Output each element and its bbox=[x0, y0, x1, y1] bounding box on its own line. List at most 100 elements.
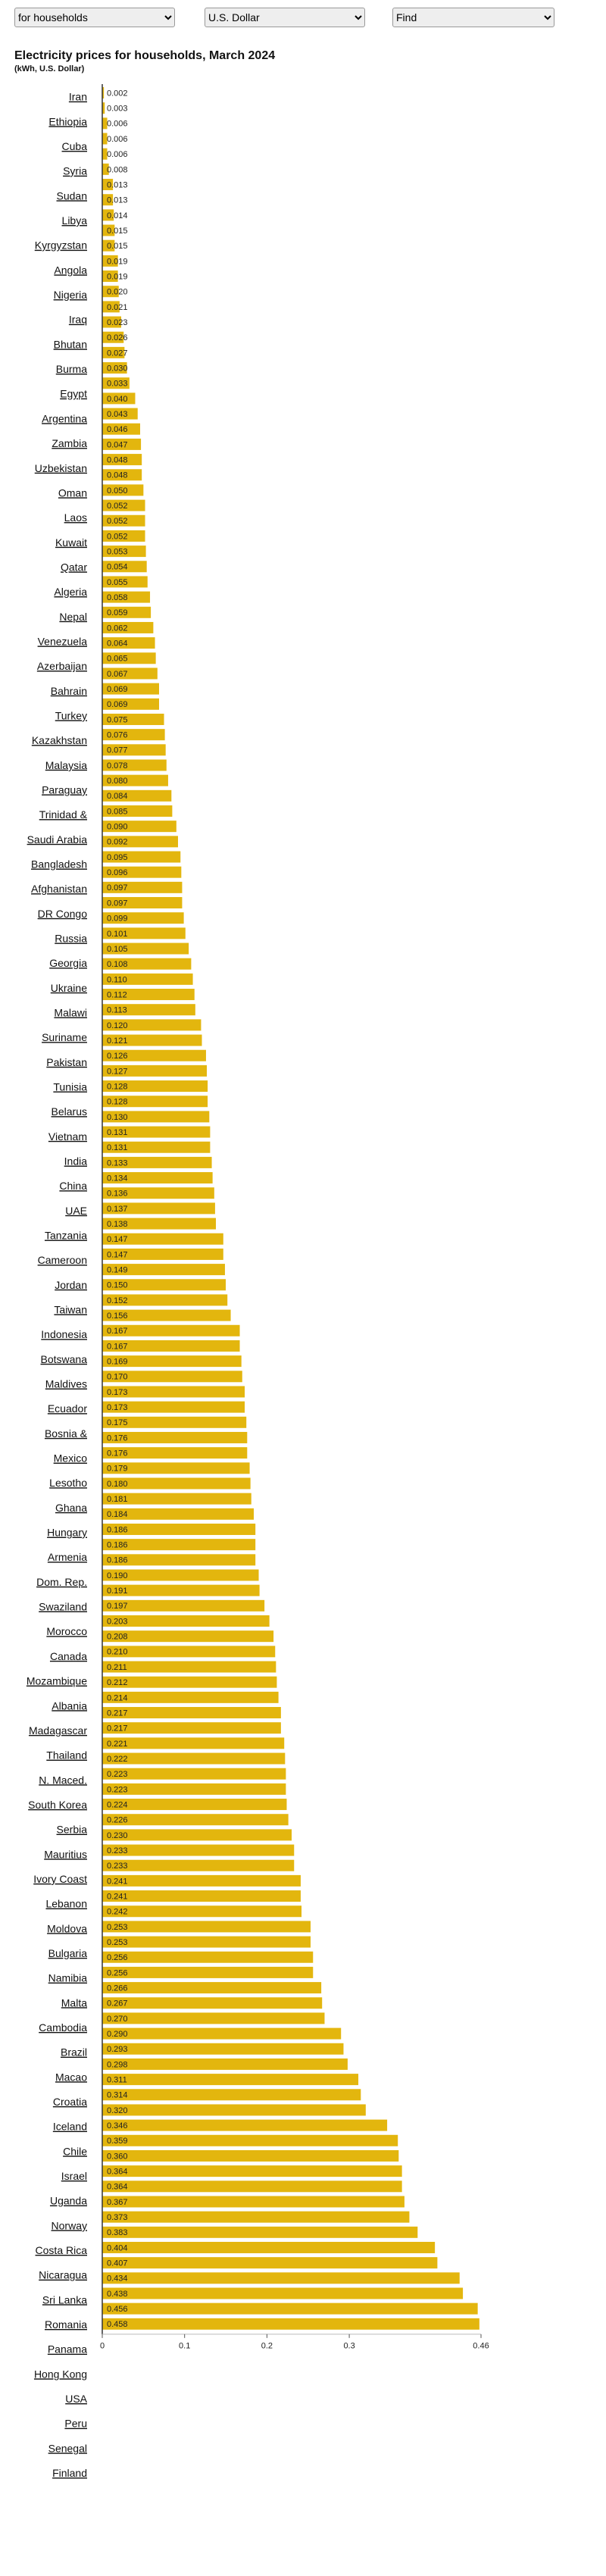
country-link[interactable]: Qatar bbox=[61, 561, 87, 573]
country-link[interactable]: Taiwan bbox=[54, 1304, 87, 1316]
find-select[interactable]: Find bbox=[392, 8, 554, 27]
country-link[interactable]: Lesotho bbox=[49, 1477, 87, 1489]
country-link[interactable]: Algeria bbox=[54, 586, 87, 598]
country-link[interactable]: Azerbaijan bbox=[37, 660, 87, 672]
country-link[interactable]: Syria bbox=[63, 165, 87, 177]
country-link[interactable]: N. Maced. bbox=[39, 1774, 87, 1786]
country-link[interactable]: Kuwait bbox=[55, 536, 87, 549]
country-link[interactable]: Uzbekistan bbox=[35, 462, 87, 474]
country-link[interactable]: UAE bbox=[65, 1205, 87, 1217]
country-link[interactable]: Zambia bbox=[52, 437, 87, 449]
country-link[interactable]: Norway bbox=[52, 2219, 87, 2231]
country-link[interactable]: Iraq bbox=[69, 314, 87, 326]
country-link[interactable]: Senegal bbox=[48, 2442, 87, 2454]
country-link[interactable]: Cuba bbox=[62, 140, 88, 152]
country-link[interactable]: Morocco bbox=[46, 1625, 87, 1637]
country-link[interactable]: Malta bbox=[61, 1996, 87, 2009]
country-link[interactable]: Macao bbox=[55, 2071, 87, 2083]
country-link[interactable]: Armenia bbox=[48, 1551, 87, 1563]
country-link[interactable]: Pakistan bbox=[46, 1056, 87, 1068]
country-link[interactable]: Iceland bbox=[53, 2121, 87, 2133]
country-link[interactable]: Brazil bbox=[61, 2046, 87, 2059]
country-link[interactable]: Dom. Rep. bbox=[36, 1576, 87, 1588]
country-link[interactable]: Ecuador bbox=[48, 1402, 87, 1415]
country-link[interactable]: Malawi bbox=[54, 1006, 87, 1018]
country-link[interactable]: Argentina bbox=[42, 412, 87, 424]
country-link[interactable]: Cameroon bbox=[38, 1254, 87, 1266]
country-link[interactable]: Ghana bbox=[55, 1502, 87, 1514]
country-link[interactable]: South Korea bbox=[28, 1799, 87, 1811]
country-link[interactable]: Israel bbox=[61, 2170, 87, 2182]
country-link[interactable]: Burma bbox=[56, 363, 87, 375]
country-link[interactable]: Bhutan bbox=[54, 338, 87, 350]
country-link[interactable]: Chile bbox=[63, 2145, 87, 2157]
country-link[interactable]: Bosnia & bbox=[45, 1427, 88, 1440]
country-link[interactable]: Sri Lanka bbox=[42, 2293, 87, 2306]
country-link[interactable]: Hungary bbox=[47, 1527, 87, 1539]
country-link[interactable]: Tanzania bbox=[45, 1230, 87, 1242]
country-link[interactable]: Peru bbox=[64, 2418, 87, 2430]
country-link[interactable]: Costa Rica bbox=[36, 2244, 88, 2256]
country-link[interactable]: Nepal bbox=[59, 611, 87, 623]
country-link[interactable]: Swaziland bbox=[39, 1601, 87, 1613]
country-link[interactable]: Finland bbox=[52, 2467, 87, 2479]
country-link[interactable]: Belarus bbox=[52, 1105, 87, 1118]
country-link[interactable]: Angola bbox=[54, 264, 87, 276]
country-link[interactable]: Mauritius bbox=[44, 1848, 87, 1860]
country-link[interactable]: Oman bbox=[58, 486, 87, 499]
country-link[interactable]: Saudi Arabia bbox=[27, 833, 88, 846]
country-link[interactable]: Malaysia bbox=[45, 759, 87, 771]
country-link[interactable]: Russia bbox=[55, 932, 87, 944]
country-link[interactable]: Lebanon bbox=[45, 1898, 87, 1910]
country-link[interactable]: Namibia bbox=[48, 1972, 88, 1984]
country-link[interactable]: Panama bbox=[48, 2343, 87, 2356]
country-link[interactable]: India bbox=[64, 1155, 88, 1168]
country-link[interactable]: Kyrgyzstan bbox=[35, 239, 87, 252]
country-link[interactable]: Maldives bbox=[45, 1378, 87, 1390]
country-link[interactable]: Romania bbox=[45, 2318, 87, 2331]
country-link[interactable]: Croatia bbox=[53, 2096, 87, 2108]
country-link[interactable]: DR Congo bbox=[38, 908, 88, 920]
country-link[interactable]: Ukraine bbox=[51, 982, 87, 994]
country-link[interactable]: Hong Kong bbox=[34, 2368, 87, 2380]
country-link[interactable]: Serbia bbox=[57, 1824, 88, 1836]
country-link[interactable]: Ethiopia bbox=[48, 115, 87, 127]
country-link[interactable]: Canada bbox=[50, 1650, 87, 1662]
country-link[interactable]: Ivory Coast bbox=[33, 1873, 87, 1885]
country-link[interactable]: Trinidad & bbox=[39, 808, 88, 821]
country-link[interactable]: Turkey bbox=[55, 709, 87, 721]
country-link[interactable]: Thailand bbox=[46, 1749, 87, 1762]
currency-select[interactable]: U.S. Dollar bbox=[205, 8, 365, 27]
country-link[interactable]: Egypt bbox=[60, 388, 87, 400]
country-link[interactable]: Bangladesh bbox=[31, 858, 87, 870]
country-link[interactable]: Laos bbox=[64, 511, 87, 524]
country-link[interactable]: Suriname bbox=[42, 1031, 87, 1043]
country-link[interactable]: Georgia bbox=[49, 957, 87, 969]
country-link[interactable]: Nigeria bbox=[54, 289, 88, 301]
country-link[interactable]: Cambodia bbox=[39, 2021, 87, 2034]
country-link[interactable]: Bahrain bbox=[51, 685, 87, 697]
country-link[interactable]: Iran bbox=[69, 91, 87, 103]
country-link[interactable]: Mozambique bbox=[27, 1675, 87, 1687]
country-link[interactable]: Afghanistan bbox=[31, 883, 87, 895]
country-link[interactable]: Tunisia bbox=[53, 1081, 87, 1093]
country-link[interactable]: China bbox=[59, 1180, 87, 1192]
country-link[interactable]: Uganda bbox=[50, 2195, 87, 2207]
type-select[interactable]: for households bbox=[14, 8, 175, 27]
country-link[interactable]: Moldova bbox=[47, 1922, 87, 1934]
country-link[interactable]: Venezuela bbox=[38, 635, 88, 647]
country-link[interactable]: Paraguay bbox=[42, 783, 87, 796]
country-link[interactable]: Jordan bbox=[55, 1279, 87, 1291]
country-link[interactable]: Botswana bbox=[41, 1353, 88, 1365]
country-link[interactable]: Sudan bbox=[57, 189, 87, 202]
country-link[interactable]: Nicaragua bbox=[39, 2269, 87, 2281]
country-link[interactable]: Indonesia bbox=[41, 1328, 87, 1340]
country-link[interactable]: Kazakhstan bbox=[32, 734, 87, 746]
country-link[interactable]: Vietnam bbox=[48, 1130, 87, 1143]
country-link[interactable]: Mexico bbox=[54, 1452, 88, 1465]
country-link[interactable]: Albania bbox=[52, 1699, 87, 1712]
country-link[interactable]: Libya bbox=[62, 214, 88, 227]
country-link[interactable]: Madagascar bbox=[29, 1724, 87, 1737]
country-link[interactable]: Bulgaria bbox=[48, 1947, 88, 1959]
country-link[interactable]: USA bbox=[65, 2393, 87, 2405]
